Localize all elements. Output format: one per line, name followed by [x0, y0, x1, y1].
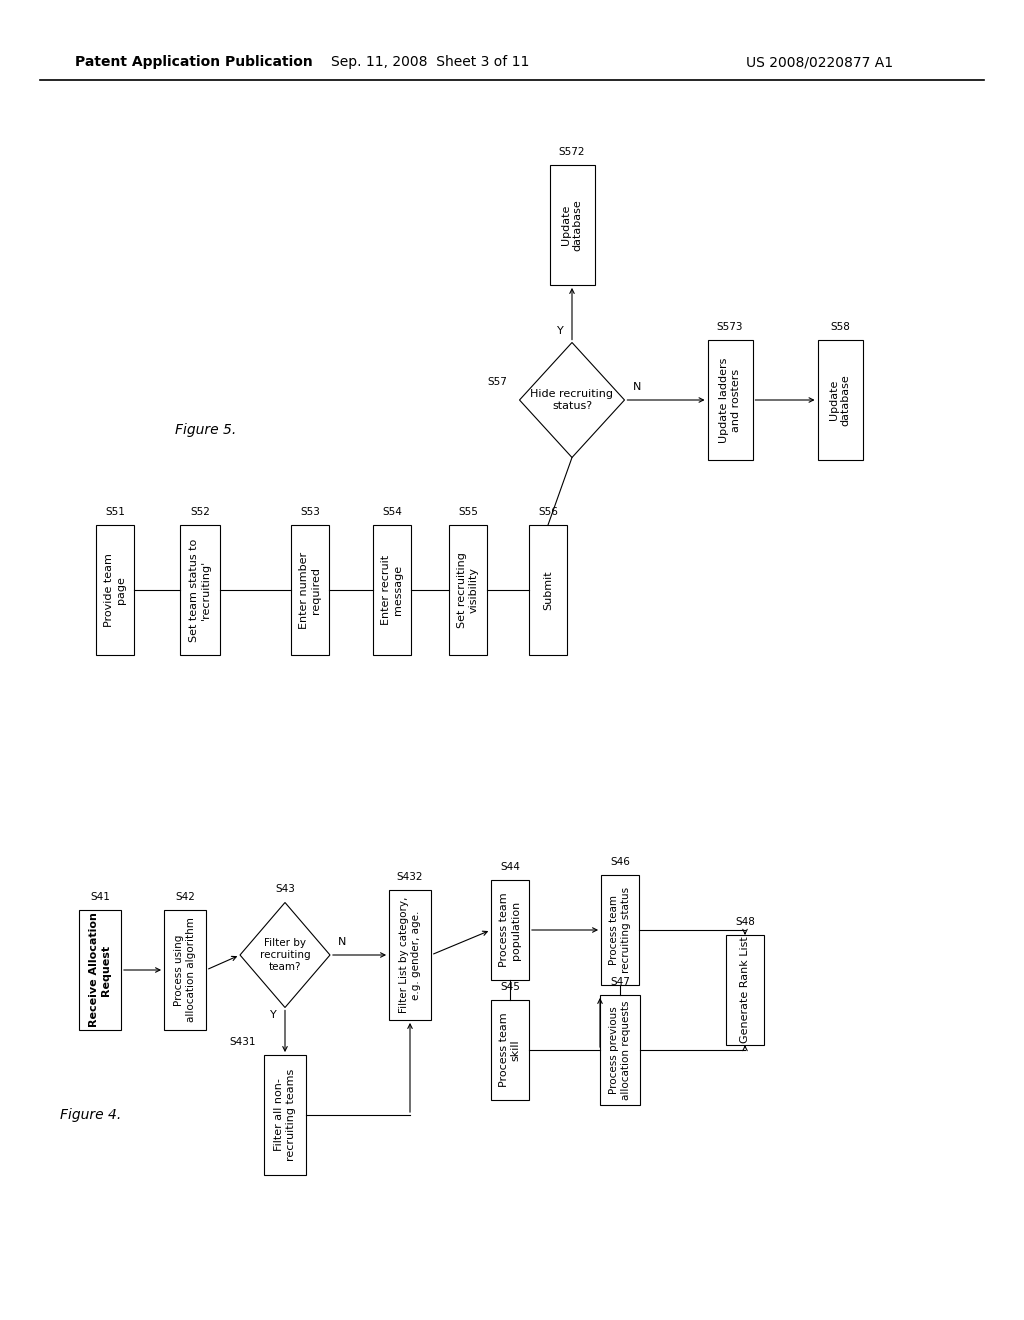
Text: Enter number
required: Enter number required — [299, 552, 321, 628]
Text: Process previous
allocation requests: Process previous allocation requests — [609, 1001, 631, 1100]
Text: Update ladders
and rosters: Update ladders and rosters — [719, 358, 740, 442]
Text: S41: S41 — [90, 892, 110, 902]
Bar — [600, 995, 640, 1105]
Text: Patent Application Publication: Patent Application Publication — [75, 55, 312, 69]
Text: S43: S43 — [275, 884, 295, 895]
Text: N: N — [338, 937, 346, 946]
Text: Set recruiting
visibility: Set recruiting visibility — [457, 552, 479, 628]
Text: S431: S431 — [229, 1038, 256, 1047]
Text: Filter List by category,
e.g. gender, age.: Filter List by category, e.g. gender, ag… — [399, 896, 421, 1014]
Bar — [601, 875, 639, 985]
Text: Set team status to
'recruiting': Set team status to 'recruiting' — [189, 539, 211, 642]
Bar — [264, 1055, 306, 1175]
Bar — [726, 935, 764, 1045]
Text: S45: S45 — [500, 982, 520, 993]
Text: S55: S55 — [458, 507, 478, 517]
Text: S573: S573 — [717, 322, 743, 333]
Text: Process team
population: Process team population — [500, 892, 521, 968]
Text: Provide team
page: Provide team page — [104, 553, 126, 627]
Text: Figure 5.: Figure 5. — [175, 422, 237, 437]
Bar — [490, 880, 529, 979]
Text: Sep. 11, 2008  Sheet 3 of 11: Sep. 11, 2008 Sheet 3 of 11 — [331, 55, 529, 69]
Text: S42: S42 — [175, 892, 195, 902]
Bar — [389, 890, 431, 1020]
Text: Submit: Submit — [543, 570, 553, 610]
Text: S46: S46 — [610, 857, 630, 867]
Text: Process team
skill: Process team skill — [500, 1012, 521, 1088]
Text: N: N — [633, 381, 641, 392]
Bar — [79, 909, 121, 1030]
Text: S47: S47 — [610, 977, 630, 987]
Bar — [291, 525, 329, 655]
Text: S57: S57 — [487, 378, 508, 387]
Bar — [529, 525, 567, 655]
Text: Filter all non-
recruiting teams: Filter all non- recruiting teams — [274, 1069, 296, 1162]
Text: S51: S51 — [105, 507, 125, 517]
Bar — [708, 341, 753, 459]
Text: S572: S572 — [559, 147, 586, 157]
Bar — [96, 525, 134, 655]
Text: Filter by
recruiting
team?: Filter by recruiting team? — [260, 939, 310, 972]
Bar — [449, 525, 487, 655]
Text: US 2008/0220877 A1: US 2008/0220877 A1 — [746, 55, 894, 69]
Polygon shape — [240, 903, 330, 1007]
Bar — [373, 525, 411, 655]
Text: Figure 4.: Figure 4. — [60, 1107, 121, 1122]
Text: S53: S53 — [300, 507, 319, 517]
Bar — [490, 1001, 529, 1100]
Text: Hide recruiting
status?: Hide recruiting status? — [530, 389, 613, 411]
Text: Process using
allocation algorithm: Process using allocation algorithm — [174, 917, 196, 1023]
Text: S58: S58 — [830, 322, 850, 333]
Text: Y: Y — [557, 326, 563, 337]
Polygon shape — [519, 342, 625, 458]
Bar — [164, 909, 206, 1030]
Text: S432: S432 — [396, 873, 423, 882]
Text: S56: S56 — [538, 507, 558, 517]
Text: Receive Allocation
Request: Receive Allocation Request — [89, 912, 111, 1027]
Text: Generate Rank List: Generate Rank List — [740, 937, 750, 1043]
Text: Update
database: Update database — [561, 199, 583, 251]
Bar — [550, 165, 595, 285]
Bar — [817, 341, 862, 459]
Text: Y: Y — [269, 1010, 276, 1019]
Text: Process team
recruiting status: Process team recruiting status — [609, 887, 631, 973]
Text: S48: S48 — [735, 917, 755, 927]
Text: S52: S52 — [190, 507, 210, 517]
Text: S44: S44 — [500, 862, 520, 873]
Text: S54: S54 — [382, 507, 402, 517]
Text: Update
database: Update database — [829, 374, 851, 426]
Text: Enter recruit
message: Enter recruit message — [381, 554, 402, 626]
Bar — [180, 525, 220, 655]
